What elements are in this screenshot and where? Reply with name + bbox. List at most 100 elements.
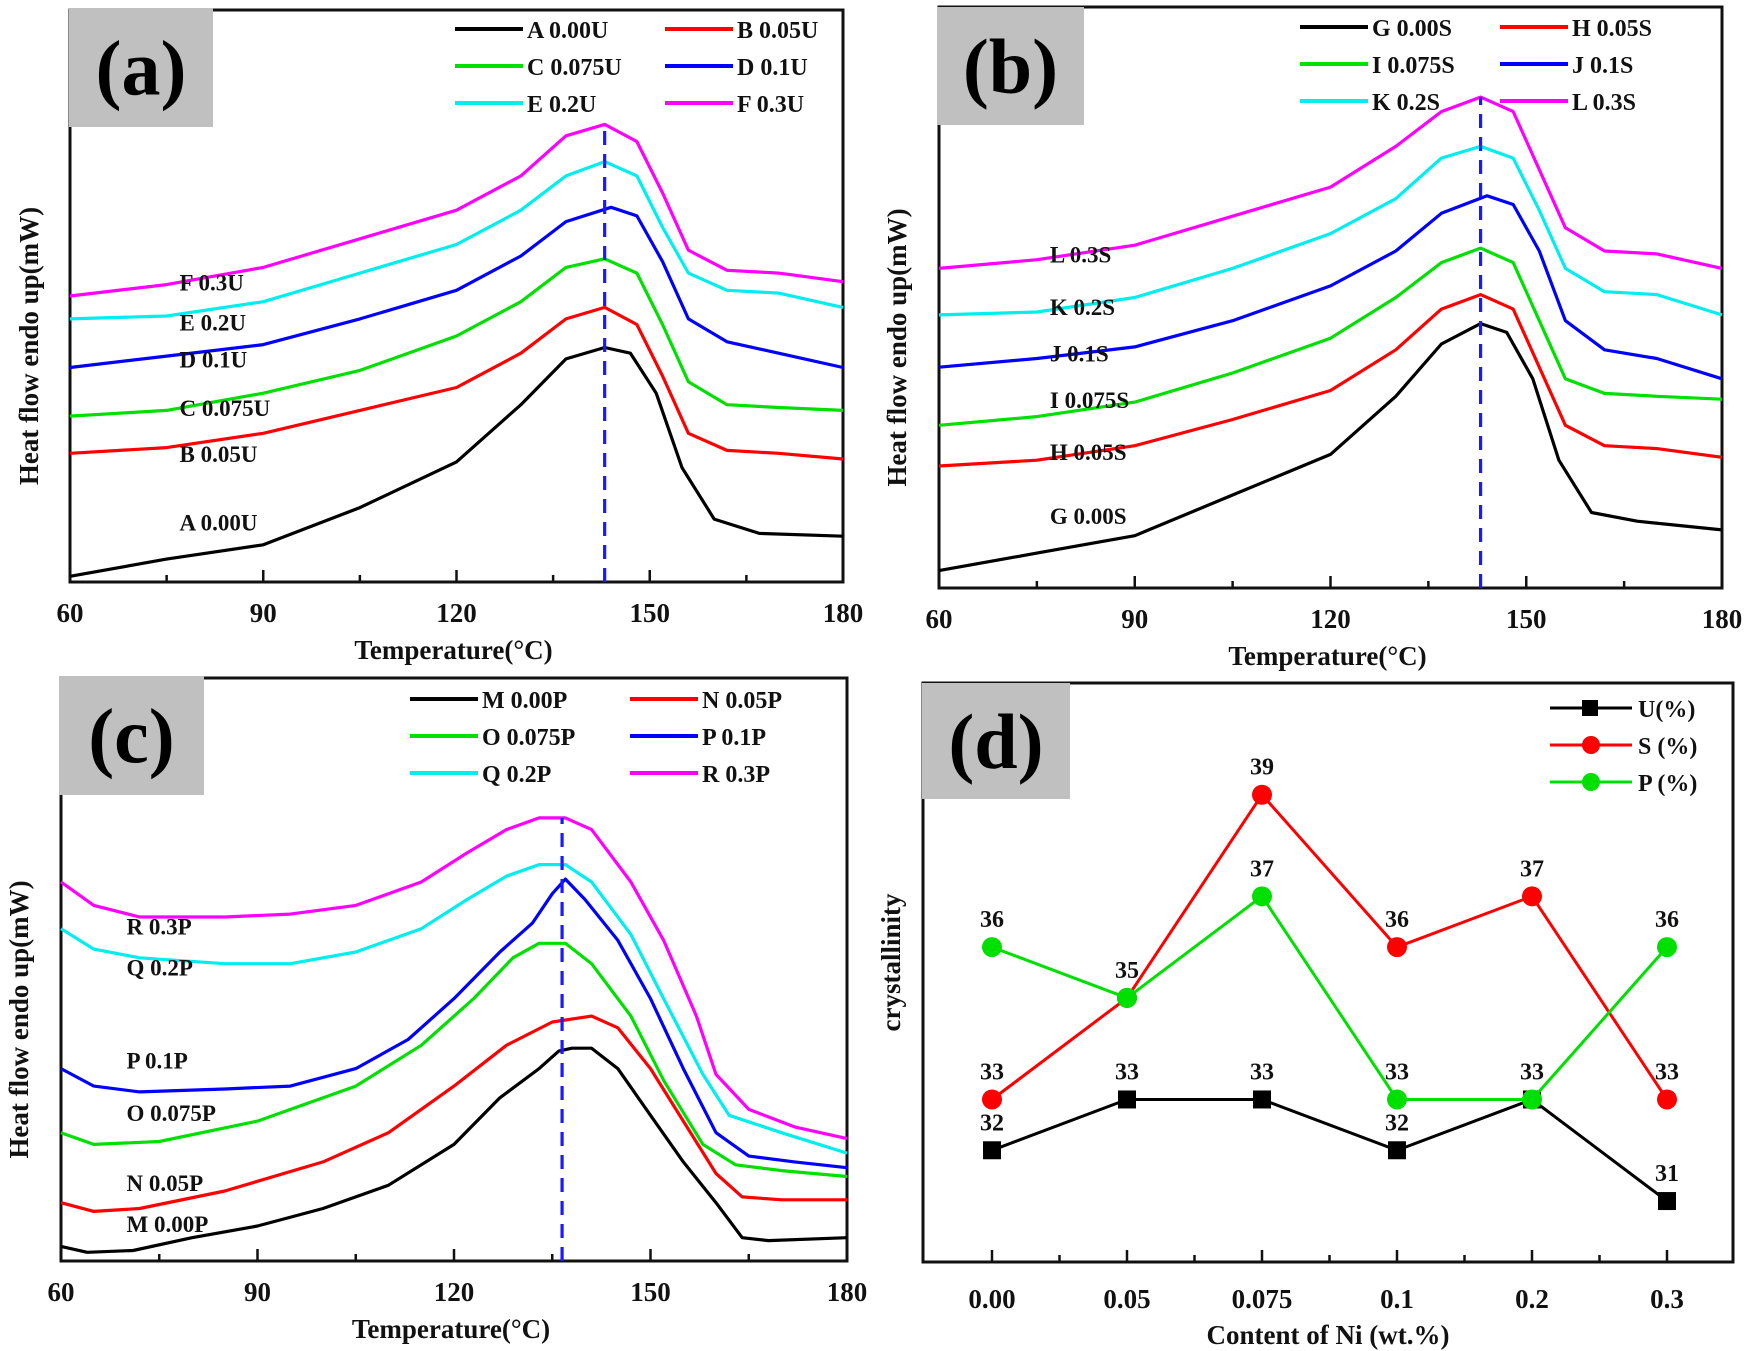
x-tick-label: 90 — [244, 1277, 271, 1307]
series-line-O-0.075P — [60, 941, 848, 1179]
x-tick-label: 0.1 — [1380, 1284, 1414, 1314]
series-line-P — [991, 894, 1669, 1101]
curve-label: J 0.1S — [1050, 341, 1109, 366]
x-tick-label: 0.00 — [968, 1284, 1015, 1314]
x-tick-label: 180 — [1702, 604, 1743, 634]
data-point-square — [1253, 1090, 1271, 1109]
x-tick-label: 150 — [1506, 604, 1547, 634]
curve-label: P 0.1P — [127, 1049, 188, 1074]
data-label: 33 — [1115, 1059, 1139, 1085]
panel-tag-box — [69, 8, 213, 127]
y-axis-title: Heat flow endo up(mW) — [882, 208, 912, 486]
x-tick-label: 0.3 — [1650, 1284, 1684, 1314]
data-point-circle — [1387, 937, 1407, 958]
legend-entry: E 0.2U — [527, 92, 596, 118]
legend-entry: G 0.00S — [1372, 16, 1452, 42]
series-line-G-0.00S — [938, 322, 1723, 573]
series-line-A-0.00U — [69, 345, 844, 578]
x-tick-label: 120 — [434, 1277, 475, 1307]
series-line-J-0.1S — [938, 194, 1723, 381]
legend-entry: F 0.3U — [737, 92, 804, 118]
data-label: 36 — [1655, 907, 1679, 933]
legend-entry: J 0.1S — [1572, 53, 1633, 79]
curve-label: O 0.075P — [127, 1101, 216, 1126]
x-tick-label: 180 — [823, 598, 864, 628]
data-label: 37 — [1520, 856, 1544, 882]
legend-entry: M 0.00P — [482, 688, 567, 714]
legend-entry: L 0.3S — [1572, 90, 1636, 116]
data-label: 31 — [1655, 1161, 1679, 1187]
y-axis-title: Heat flow endo up(mW) — [4, 880, 34, 1158]
data-label: 33 — [1520, 1059, 1544, 1085]
legend-entry: D 0.1U — [737, 55, 808, 81]
data-point-square — [1658, 1192, 1676, 1211]
curve-label: R 0.3P — [127, 915, 192, 940]
data-point-circle — [1657, 1089, 1677, 1110]
legend-entry: C 0.075U — [527, 55, 622, 81]
data-point-square — [1118, 1090, 1136, 1109]
x-tick-label: 180 — [827, 1277, 868, 1307]
legend-entry: H 0.05S — [1572, 16, 1652, 42]
data-point-circle — [1252, 784, 1272, 805]
y-axis-title: Heat flow endo up(mW) — [14, 207, 44, 485]
series-line-R-0.3P — [60, 816, 848, 1141]
series-line-L-0.3S — [938, 95, 1723, 270]
x-tick-label: 60 — [57, 598, 84, 628]
x-tick-label: 0.075 — [1232, 1284, 1293, 1314]
data-point-circle — [1522, 886, 1542, 907]
x-axis-title: Temperature(°C) — [352, 1314, 550, 1344]
panel-tag-label: (a) — [96, 25, 187, 112]
data-point-circle — [982, 937, 1002, 958]
panel-d: 0.00 0.05 0.075 0.1 0.2 0.3 Content of Ni (wt.… — [876, 681, 1735, 1350]
legend-entry: I 0.075S — [1372, 53, 1455, 79]
curve-label: N 0.05P — [127, 1171, 204, 1196]
data-point-circle — [1252, 886, 1272, 907]
curve-label: A 0.00U — [180, 511, 258, 536]
plot-frame — [921, 681, 1735, 1264]
data-label: 37 — [1250, 856, 1274, 882]
data-label: 36 — [980, 907, 1004, 933]
panel-a: 60 90 120 150 180 Temperature(°C) Heat flow en… — [14, 8, 863, 665]
series-line-E-0.2U — [69, 160, 844, 321]
x-axis-title: Temperature(°C) — [354, 635, 552, 665]
panel-tag-label: (c) — [88, 693, 175, 780]
legend-marker — [1582, 700, 1598, 716]
panel-tag-box — [922, 683, 1070, 799]
curve-label: I 0.075S — [1050, 388, 1129, 413]
panel-tag-label: (b) — [963, 23, 1058, 110]
series-line-Q-0.2P — [60, 863, 848, 1155]
series-line-H-0.05S — [938, 293, 1723, 468]
data-point-circle — [1387, 1089, 1407, 1110]
legend-entry: B 0.05U — [737, 18, 818, 44]
legend-marker — [1582, 736, 1600, 754]
series-line-M-0.00P — [60, 1046, 848, 1254]
curve-label: C 0.075U — [180, 396, 271, 421]
series-line-P-0.1P — [60, 877, 848, 1170]
data-label: 35 — [1115, 958, 1139, 984]
series-line-S — [991, 792, 1669, 1101]
legend-entry: A 0.00U — [527, 18, 608, 44]
curve-label: K 0.2S — [1050, 295, 1115, 320]
x-tick-label: 120 — [436, 598, 477, 628]
legend-entry: P 0.1P — [702, 725, 766, 751]
series-line-I-0.075S — [938, 246, 1723, 427]
x-tick-label: 90 — [250, 598, 277, 628]
curve-label: H 0.05S — [1050, 440, 1127, 465]
x-tick-label: 0.05 — [1103, 1284, 1150, 1314]
curve-label: B 0.05U — [180, 442, 258, 467]
legend-entry: Q 0.2P — [482, 762, 551, 788]
series-line-K-0.2S — [938, 144, 1723, 317]
legend-marker — [1582, 773, 1600, 791]
x-tick-label: 60 — [926, 604, 953, 634]
data-label: 32 — [980, 1110, 1004, 1136]
series-line-D-0.1U — [69, 205, 844, 370]
data-label: 33 — [1250, 1059, 1274, 1085]
series-line-F-0.3U — [69, 122, 844, 298]
data-point-circle — [982, 1089, 1002, 1110]
data-point-circle — [1522, 1089, 1542, 1110]
curve-label: E 0.2U — [180, 310, 247, 335]
legend-entry: R 0.3P — [702, 762, 770, 788]
data-label: 39 — [1250, 755, 1274, 781]
panel-c: 60 90 120 150 180 Temperature(°C) Heat flow en… — [4, 676, 867, 1344]
